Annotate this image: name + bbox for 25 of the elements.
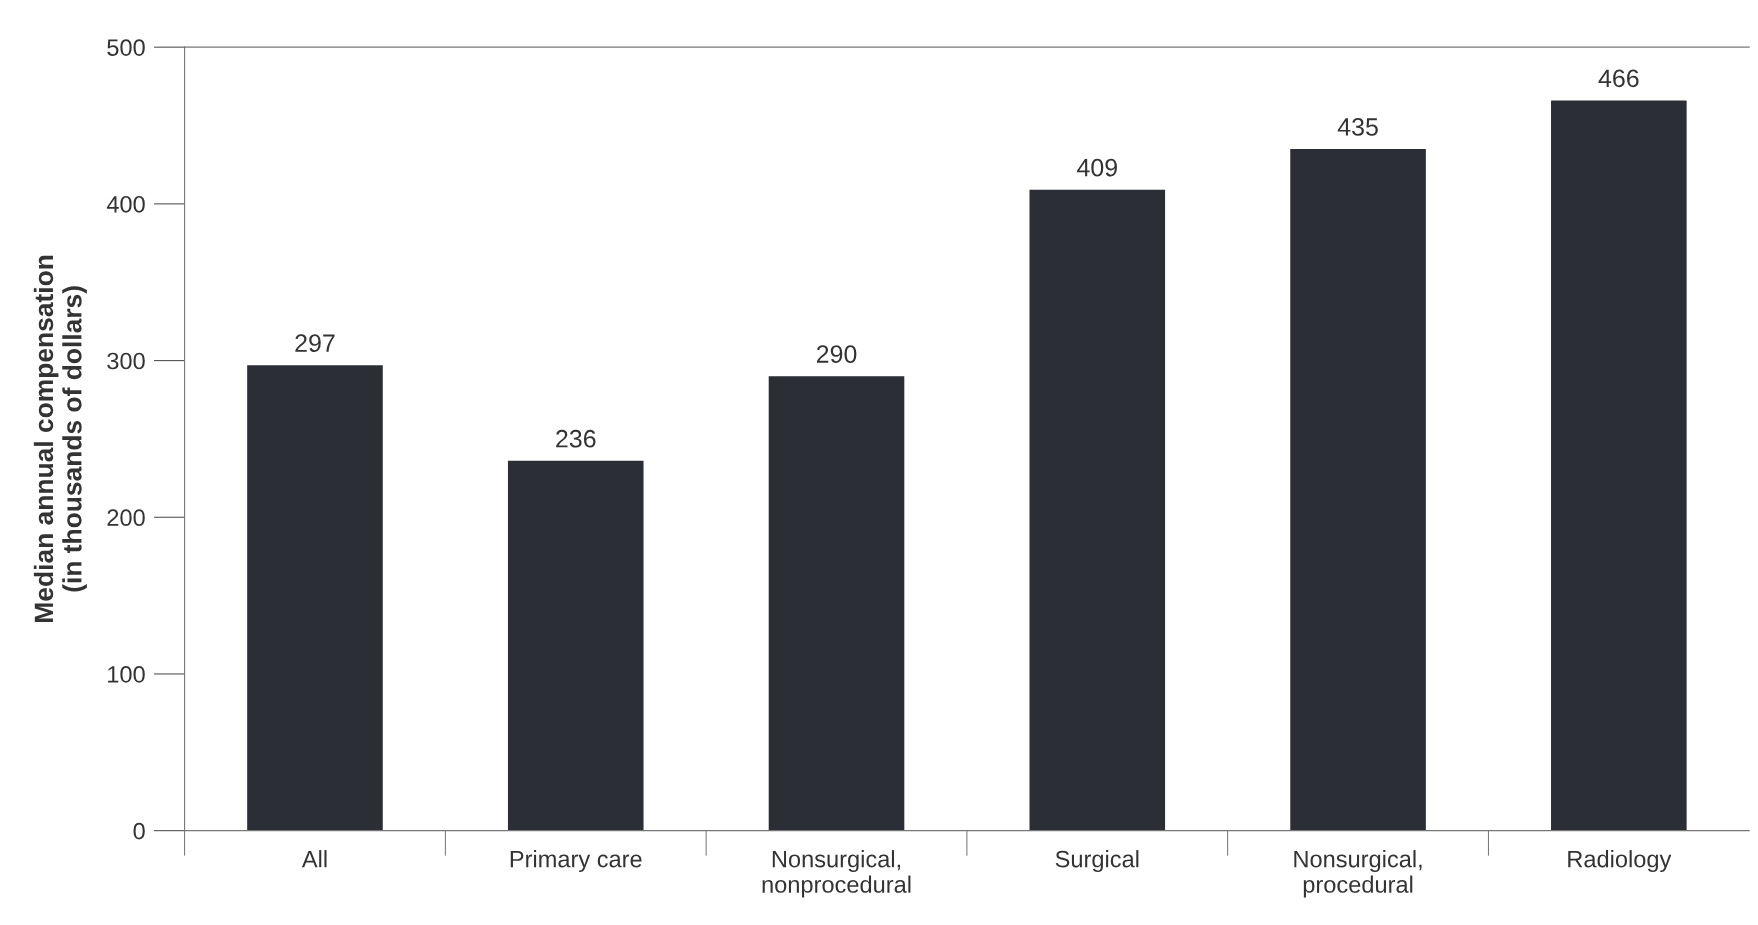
- x-tick-label: Nonsurgical, nonprocedural: [762, 850, 911, 898]
- x-tick-label: Primary care: [510, 850, 642, 873]
- x-tick-label: Nonsurgical, procedural: [1294, 850, 1422, 898]
- y-axis-title: Median annual compensation (in thousands of dollars): [33, 255, 87, 622]
- x-tick-label: All: [301, 850, 327, 868]
- data-label: 297: [295, 334, 335, 352]
- y-tick-label: 200: [107, 509, 145, 527]
- data-label: 466: [1598, 69, 1639, 88]
- data-label: 236: [556, 429, 596, 448]
- y-tick-label: 400: [106, 195, 145, 213]
- data-label: 409: [1077, 158, 1117, 177]
- data-label: 435: [1337, 118, 1378, 136]
- bar: [768, 376, 905, 831]
- data-label: 290: [816, 345, 857, 363]
- bar: [247, 365, 383, 831]
- bar: [1551, 100, 1687, 831]
- y-tick-label: 100: [108, 666, 145, 683]
- y-tick-label: 500: [107, 39, 145, 56]
- bar: [507, 460, 644, 831]
- y-tick-label: 0: [133, 822, 145, 840]
- y-tick-label: 300: [107, 352, 145, 370]
- bar: [1029, 189, 1166, 831]
- x-tick-label: Surgical: [1055, 850, 1139, 873]
- x-tick-label: Radiology: [1568, 850, 1672, 873]
- bar: [1290, 149, 1426, 831]
